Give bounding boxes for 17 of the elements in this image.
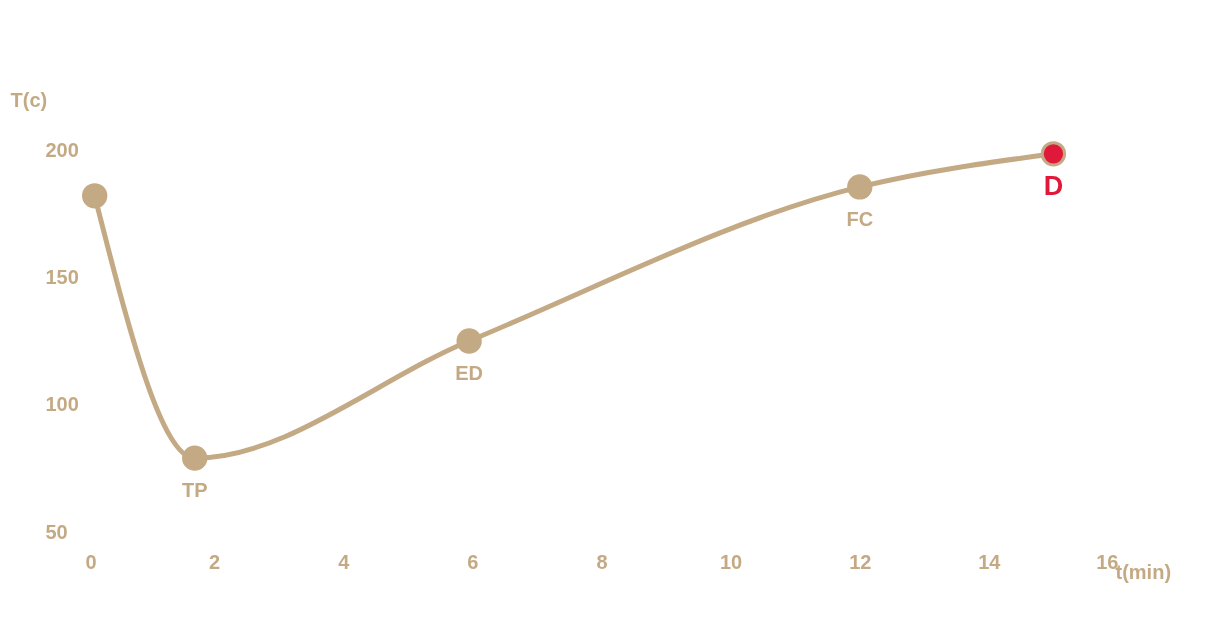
y-tick-label: 50 [45,520,68,543]
x-tick-label: 12 [849,550,872,573]
y-tick-label: 200 [45,138,79,161]
y-axis-title: T(c) [10,88,48,111]
annotation: TP [181,479,208,502]
x-tick-label: 0 [85,550,97,573]
x-tick-label: 10 [720,550,743,573]
annotation: FC [846,207,874,230]
annotation: D [1043,170,1064,201]
x-tick-label: 14 [978,550,1002,573]
y-tick-label: 100 [45,393,79,416]
x-tick-label: 8 [596,550,608,573]
annotation: ED [455,362,484,384]
x-tick-label: 2 [209,550,221,573]
x-tick-label: 6 [467,550,479,573]
x-tick-label: 4 [338,550,351,573]
y-tick-label: 150 [45,265,79,288]
